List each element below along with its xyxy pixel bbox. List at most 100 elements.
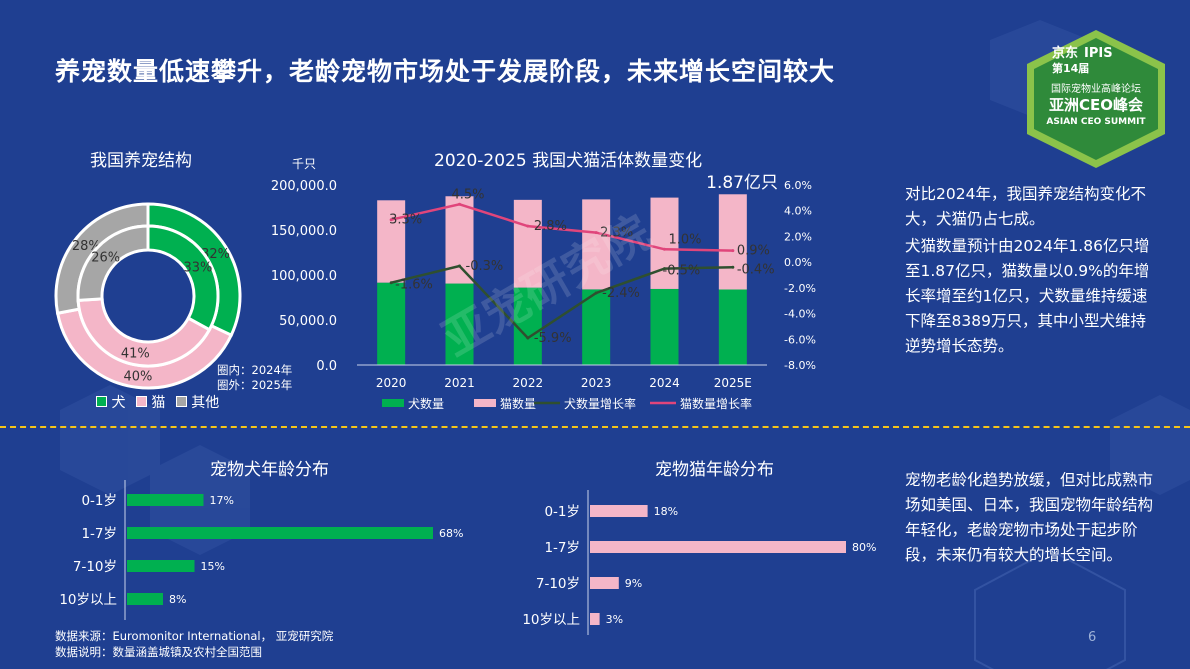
dog-growth-point: [526, 336, 530, 340]
x-axis-tick: 2024: [649, 376, 680, 390]
age-bar: [127, 560, 195, 572]
total-annotation: 1.87亿只: [706, 173, 778, 193]
pie-chart-title: 我国养宠结构: [90, 151, 192, 171]
section-divider: [0, 426, 1190, 428]
cat-growth-label: 0.9%: [737, 244, 770, 259]
legend-dog-growth: 犬数量增长率: [564, 396, 636, 411]
bar-cat: [718, 194, 747, 290]
pie-legend: 犬 猫 其他: [96, 392, 219, 412]
age-bar: [590, 613, 600, 625]
bar-dog: [718, 289, 747, 365]
left-axis-tick: 200,000.0: [271, 179, 337, 194]
bar-cat: [582, 199, 611, 290]
dog-growth-point: [731, 265, 735, 269]
pie-note-outer: 圈外：2025年: [217, 378, 293, 392]
age-bar-value: 3%: [606, 613, 623, 626]
page-title: 养宠数量低速攀升，老龄宠物市场处于发展阶段，未来增长空间较大: [55, 57, 836, 86]
cat-growth-line: [390, 202, 733, 252]
age-bar: [590, 505, 648, 517]
dog-growth-label: -0.3%: [466, 259, 504, 274]
cat-age-chart-title: 宠物猫年龄分布: [655, 460, 774, 480]
cat-age-bar-chart: 0-1岁 18% 1-7岁 80% 7-10岁 9% 10岁以上 3%: [522, 490, 876, 635]
pet-structure-donut-chart: 32%40%28%33%41%26%: [54, 202, 242, 390]
left-axis-tick: 0.0: [316, 359, 337, 374]
age-category-label: 0-1岁: [544, 504, 580, 520]
outer-ring-label-cat: 40%: [124, 369, 153, 384]
logo-line3: ASIAN CEO SUMMIT: [1046, 117, 1146, 127]
age-bar-value: 8%: [169, 593, 186, 606]
logo-tag: IPIS: [1084, 46, 1113, 61]
left-axis-tick: 100,000.0: [271, 269, 337, 284]
dog-growth-line: [390, 264, 733, 340]
inner-ring-label-dog: 33%: [183, 260, 212, 275]
legend-swatch-other: [175, 396, 187, 407]
inner-ring-label-cat: 41%: [121, 347, 150, 362]
footnotes: 数据来源：Euromonitor International， 亚宠研究院 数据…: [55, 628, 333, 660]
right-axis-tick: 0.0%: [784, 256, 812, 269]
age-category-label: 1-7岁: [544, 540, 580, 556]
bar-dog: [513, 287, 542, 365]
dog-growth-point: [594, 291, 598, 295]
right-axis-tick: -4.0%: [784, 308, 816, 321]
cat-growth-point: [663, 247, 666, 251]
cat-growth-point: [526, 224, 530, 228]
bottom-commentary: 宠物老龄化趋势放缓，但对比成熟市场如美国、日本，我国宠物年龄结构年轻化，老龄宠物…: [905, 471, 1154, 564]
dog-growth-label: -1.6%: [395, 278, 433, 293]
age-bar: [127, 593, 163, 605]
pie-note-inner: 圈内：2024年: [217, 363, 293, 377]
legend-dog-count: 犬数量: [408, 396, 444, 411]
right-axis-tick: -6.0%: [784, 333, 816, 346]
inner-ring-slice-other: [76, 224, 150, 302]
cat-growth-point: [731, 249, 735, 253]
right-axis-tick: 2.0%: [784, 230, 812, 243]
pie-ring-notes: 圈内：2024年 圈外：2025年: [217, 363, 292, 393]
dog-growth-label: -5.9%: [534, 331, 572, 346]
commentary-structure: 对比2024年，我国养宠结构变化不大，犬猫仍占七成。: [905, 185, 1146, 228]
age-bar-value: 18%: [654, 505, 678, 518]
legend-swatch-dog: [96, 396, 107, 407]
logo-line2: 亚洲CEO峰会: [1049, 96, 1143, 114]
age-bar-value: 9%: [625, 577, 642, 590]
legend-cat-count: 猫数量: [500, 396, 536, 411]
dog-growth-label: -0.4%: [737, 262, 775, 277]
footnote-note: 数据说明：数量涵盖城镇及农村全国范围: [55, 645, 262, 659]
bar-cat: [513, 199, 542, 288]
right-axis-tick: 4.0%: [784, 205, 812, 218]
age-bar: [127, 494, 204, 506]
age-category-label: 7-10岁: [536, 576, 580, 592]
age-bar: [590, 541, 846, 553]
left-axis-tick: 150,000.0: [271, 224, 337, 239]
age-bar: [590, 577, 619, 589]
x-axis-tick: 2021: [444, 376, 475, 390]
footnote-source: 数据来源：Euromonitor International， 亚宠研究院: [55, 629, 334, 643]
cat-growth-label: 4.5%: [452, 187, 485, 202]
age-bar-value: 80%: [852, 541, 876, 554]
logo-brand: 京东: [1052, 45, 1078, 61]
x-axis-tick: 2025E: [714, 376, 752, 390]
logo-session: 第14届: [1052, 61, 1089, 75]
pie-legend-dog: 犬: [111, 395, 126, 411]
right-axis-tick: -2.0%: [784, 282, 816, 295]
pie-legend-other: 其他: [191, 395, 220, 411]
cat-growth-point: [594, 231, 598, 235]
pie-legend-cat: 猫: [151, 395, 166, 411]
age-category-label: 10岁以上: [59, 592, 117, 608]
age-bar-value: 15%: [201, 560, 225, 573]
age-category-label: 0-1岁: [81, 493, 117, 509]
top-commentary: 对比2024年，我国养宠结构变化不大，犬猫仍占七成。 犬猫数量预计由2024年1…: [905, 182, 1160, 361]
dog-growth-point: [389, 281, 393, 285]
cat-growth-label: 3.3%: [389, 213, 422, 228]
cat-growth-label: 1.0%: [669, 232, 702, 247]
dog-growth-point: [663, 267, 666, 271]
bar-cat: [650, 197, 679, 289]
page-number: 6: [1088, 630, 1097, 645]
left-axis-unit: 千只: [292, 157, 316, 171]
inner-ring-label-other: 26%: [91, 250, 120, 265]
dog-growth-label: -0.5%: [663, 264, 701, 279]
cat-growth-point: [389, 218, 393, 222]
combo-chart-title: 2020-2025 我国犬猫活体数量变化: [434, 151, 703, 171]
event-logo: 京东 IPIS 第14届 国际宠物业高峰论坛 亚洲CEO峰会 ASIAN CEO…: [1027, 30, 1165, 168]
cat-growth-label: 2.8%: [534, 219, 567, 234]
bar-dog: [377, 282, 406, 365]
inner-ring-slice-cat: [76, 297, 212, 368]
